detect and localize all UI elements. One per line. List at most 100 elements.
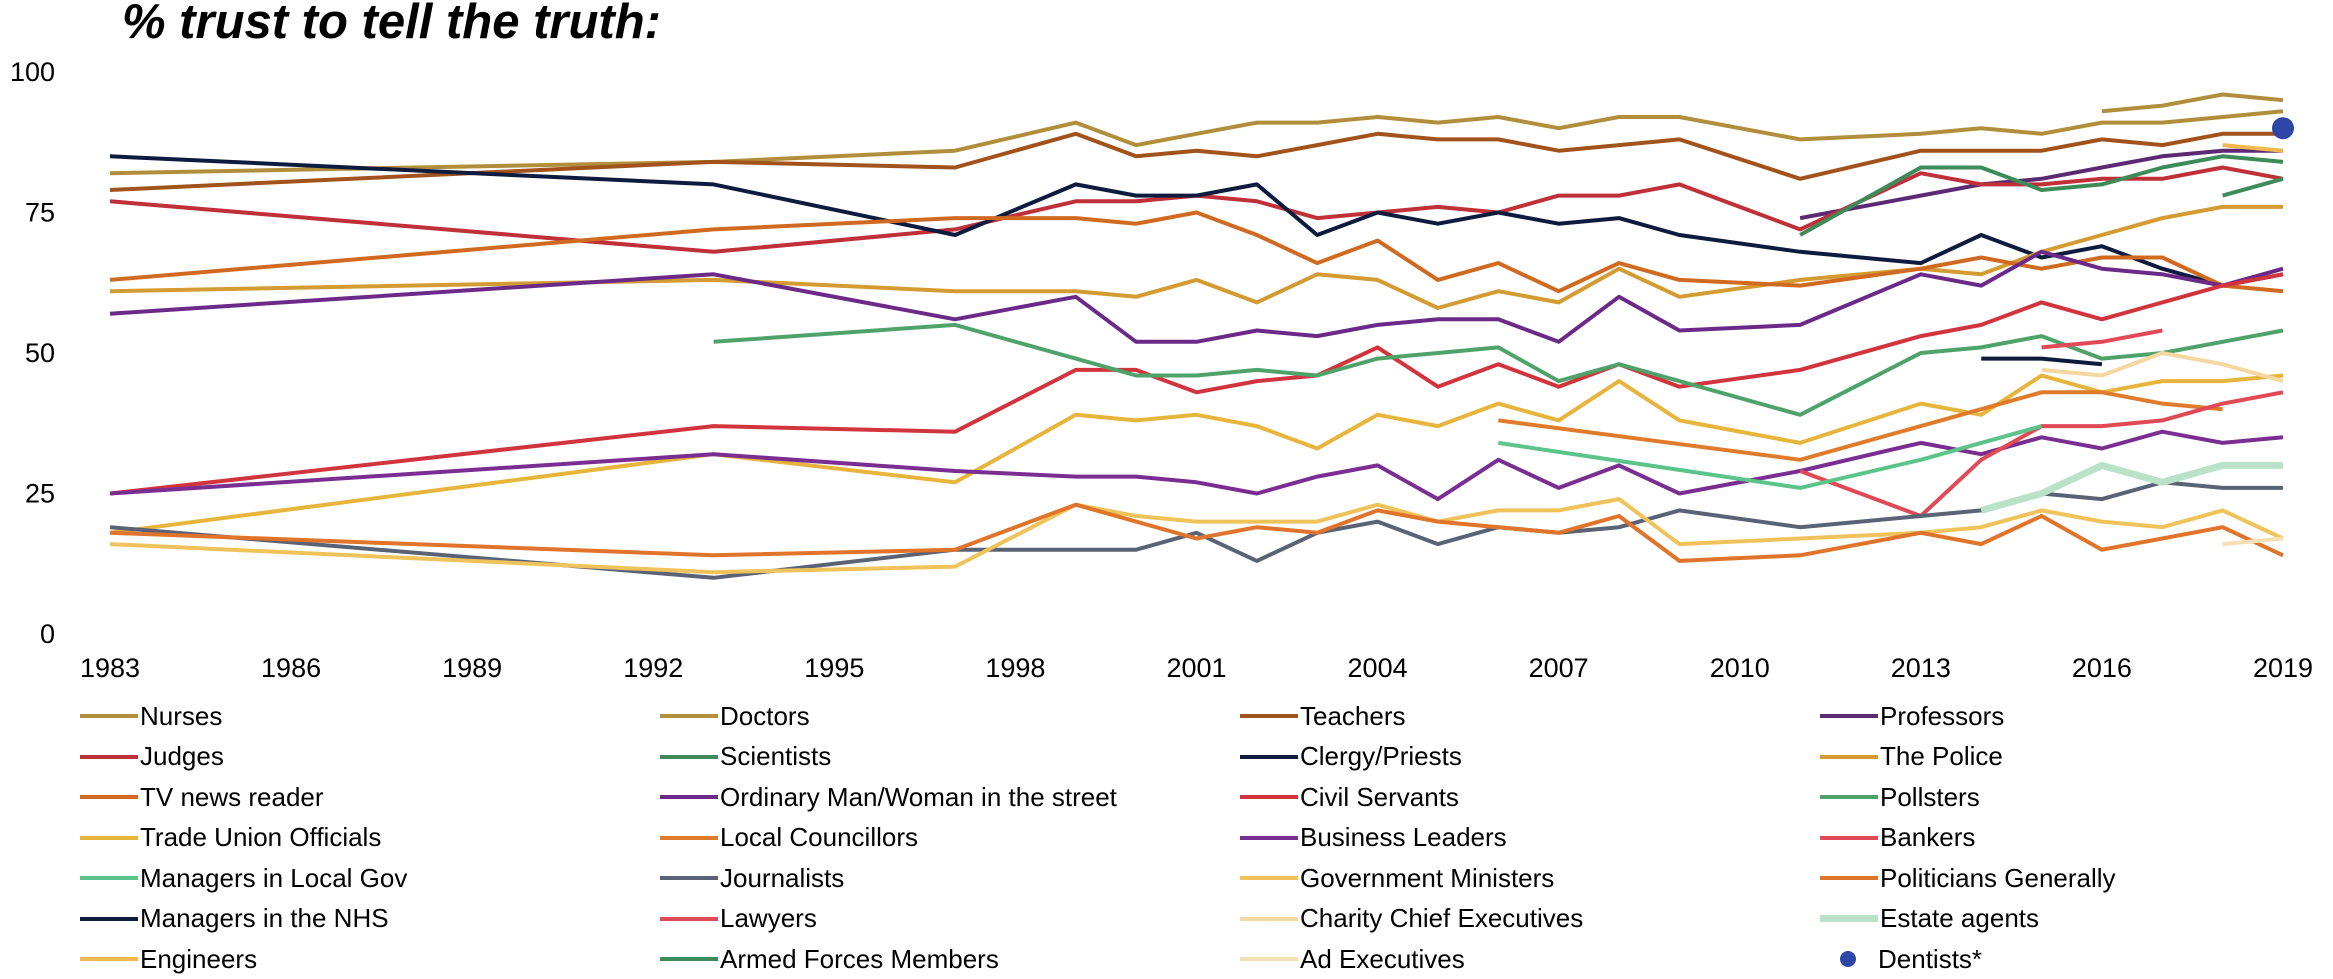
legend-label: Nurses [140, 700, 223, 731]
legend-label: Managers in the NHS [140, 903, 389, 933]
legend-swatch [1240, 795, 1298, 799]
legend-item-politicians-generally: Politicians Generally [1820, 858, 2116, 898]
legend-item-government-ministers: Government Ministers [1240, 858, 1554, 898]
legend-swatch [1240, 754, 1298, 759]
x-axis-tick-labels: 1983 1986 1989 1992 1995 1998 2001 2004 2007 2010… [80, 653, 2313, 683]
pollsters-series-line [713, 322, 2284, 417]
legend-item-tv-news-reader: TV news reader [80, 777, 324, 817]
engineers-series-line [2222, 143, 2284, 153]
civil-servants-series-line [109, 272, 2284, 496]
legend-item-pollsters: Pollsters [1820, 777, 1980, 817]
legend-item-judges: Judges [80, 737, 224, 777]
legend-swatch [1240, 876, 1298, 880]
legend-swatch [660, 714, 718, 718]
x-tick-label: 1989 [442, 653, 502, 683]
scientists-series-line [1799, 154, 2284, 237]
legend-label: Lawyers [720, 903, 817, 933]
legend-label: Politicians Generally [1880, 862, 2116, 893]
legend-item-teachers: Teachers [1240, 696, 1406, 736]
legend-label: Clergy/Priests [1300, 741, 1462, 771]
x-tick-label: 2010 [1710, 653, 1770, 683]
legend-item-clergy-priests: Clergy/Priests [1240, 737, 1462, 777]
x-tick-label: 1998 [985, 653, 1045, 683]
legend-label: Professors [1880, 700, 2005, 731]
y-tick-label: 50 [25, 338, 55, 368]
legend-label: Judges [140, 741, 224, 771]
legend-item-ordinary-man-woman-in-the-street: Ordinary Man/Woman in the street [660, 777, 1117, 817]
legend-swatch [80, 957, 138, 961]
clergy-priests-series-line [109, 154, 2284, 288]
managers-in-the-nhs-series-line [1981, 356, 2103, 367]
x-tick-label: 2001 [1166, 653, 1226, 683]
legend-label: Charity Chief Executives [1300, 903, 1584, 933]
legend-item-professors: Professors [1820, 696, 2004, 736]
legend-label: Ad Executives [1300, 943, 1465, 974]
legend-label: Business Leaders [1300, 822, 1507, 852]
x-tick-label: 1992 [623, 653, 683, 683]
legend-swatch [80, 714, 138, 718]
legend-item-trade-union-officials: Trade Union Officials [80, 818, 381, 858]
legend-label: Engineers [140, 943, 258, 974]
government-ministers-series-line [109, 497, 2284, 575]
legend-swatch [1240, 835, 1298, 840]
legend-swatch [1240, 714, 1298, 718]
legend-item-lawyers: Lawyers [660, 899, 817, 939]
legend-label: Bankers [1880, 822, 1976, 852]
lawyers-series-line [2041, 328, 2163, 350]
nurses-series-line [2101, 92, 2284, 114]
y-tick-label: 75 [25, 198, 55, 228]
charity-chief-executives-series-line [2041, 351, 2284, 384]
legend-label: Teachers [1300, 700, 1406, 731]
tv-news-reader-series-line [109, 210, 2284, 294]
professors-series-line [1799, 148, 2283, 221]
business-leaders-series-line [109, 429, 2284, 502]
dentists-point [2272, 117, 2294, 140]
x-tick-label: 2016 [2072, 653, 2132, 683]
x-tick-label: 2013 [1891, 653, 1951, 683]
legend-swatch [1240, 916, 1298, 921]
legend-item-dentists: Dentists* [1820, 939, 1982, 979]
the-police-series-line [109, 204, 2283, 310]
legend-item-local-councillors: Local Councillors [660, 818, 918, 858]
legend-swatch [660, 754, 718, 759]
legend-swatch [660, 876, 718, 880]
legend-label: Local Councillors [720, 822, 918, 852]
legend-label: Armed Forces Members [720, 943, 999, 974]
legend-item-journalists: Journalists [660, 858, 844, 898]
legend-label: Civil Servants [1300, 781, 1459, 812]
x-tick-label: 2019 [2253, 653, 2313, 683]
x-tick-label: 1986 [261, 653, 321, 683]
legend-swatch [660, 916, 718, 921]
doctors-series-line [109, 109, 2284, 176]
legend-label: Pollsters [1880, 781, 1980, 812]
legend-label: The Police [1880, 741, 2003, 771]
local-councillors-series-line [1498, 390, 2223, 462]
legend-item-ad-executives: Ad Executives [1240, 939, 1465, 979]
ordinary-man-woman-in-the-street-series-line [109, 249, 2284, 344]
legend-item-civil-servants: Civil Servants [1240, 777, 1459, 817]
legend-item-the-police: The Police [1820, 737, 2003, 777]
legend-item-bankers: Bankers [1820, 818, 1975, 858]
legend-swatch [1820, 915, 1878, 922]
legend-label: Scientists [720, 741, 832, 771]
series-lines [109, 92, 2294, 580]
x-tick-label: 1995 [804, 653, 864, 683]
legend-item-armed-forces-members: Armed Forces Members [660, 939, 999, 979]
legend-item-estate-agents: Estate agents [1820, 899, 2039, 939]
armed-forces-members-series-line [2222, 176, 2284, 198]
legend-swatch [660, 957, 718, 961]
y-tick-label: 100 [10, 57, 55, 87]
legend-label: Ordinary Man/Woman in the street [720, 781, 1117, 812]
bankers-series-line [1799, 390, 2284, 518]
estate-agents-series-line [1980, 461, 2283, 514]
x-tick-label: 2007 [1529, 653, 1589, 683]
legend-item-scientists: Scientists [660, 737, 831, 777]
legend-item-managers-in-the-nhs: Managers in the NHS [80, 899, 389, 939]
politicians-generally-series-line [109, 502, 2284, 563]
legend-item-managers-in-local-gov: Managers in Local Gov [80, 858, 407, 898]
legend-label: Dentists* [1878, 943, 1983, 974]
line-chart: 0 25 50 75 100 1983 1986 1989 1992 1995 1998 2001 2… [10, 57, 2313, 683]
y-tick-label: 25 [25, 479, 55, 509]
legend-swatch [80, 835, 138, 840]
x-tick-label: 1983 [80, 653, 140, 683]
